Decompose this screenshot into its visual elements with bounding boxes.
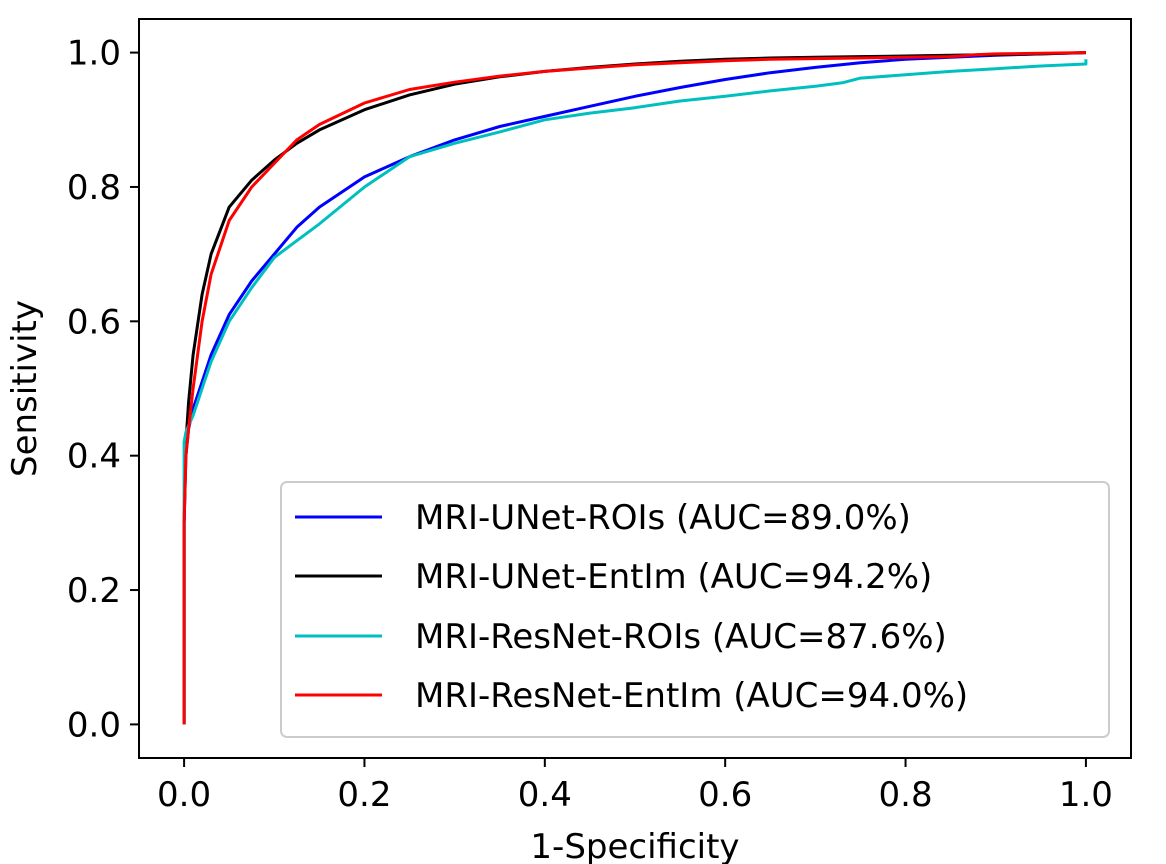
- y-tick-label: 0.4: [67, 437, 121, 477]
- series-line-0: [182, 51, 1086, 725]
- x-tick-label: 0.6: [698, 775, 752, 815]
- y-tick-label: 0.0: [67, 705, 121, 745]
- legend-label-0: MRI-UNet-ROIs (AUC=89.0%): [415, 498, 911, 538]
- x-tick-label: 0.0: [157, 775, 211, 815]
- y-tick-label: 0.2: [67, 571, 121, 611]
- legend-box: [280, 481, 1110, 738]
- legend-label-1: MRI-UNet-EntIm (AUC=94.2%): [415, 557, 932, 597]
- y-axis-ticks: 0.0 0.2 0.4 0.6 0.8 1.0: [67, 34, 139, 745]
- x-axis-label: 1-Specificity: [530, 827, 739, 864]
- x-tick-label: 0.8: [879, 775, 933, 815]
- series-line-2: [182, 59, 1088, 725]
- x-tick-label: 1.0: [1059, 775, 1113, 815]
- legend-label-2: MRI-ResNet-ROIs (AUC=87.6%): [415, 617, 947, 657]
- plot-frame: [138, 18, 1132, 759]
- legend: MRI-UNet-ROIs (AUC=89.0%) MRI-UNet-EntIm …: [280, 481, 1110, 738]
- y-tick-label: 0.6: [67, 302, 121, 342]
- legend-label-3: MRI-ResNet-EntIm (AUC=94.0%): [415, 676, 968, 716]
- x-axis-ticks: 0.0 0.2 0.4 0.6 0.8 1.0: [157, 758, 1113, 815]
- x-tick-label: 0.2: [337, 775, 391, 815]
- series-line-3: [182, 51, 1086, 725]
- y-tick-label: 0.8: [67, 168, 121, 208]
- y-tick-label: 1.0: [67, 34, 121, 74]
- x-tick-label: 0.4: [518, 775, 572, 815]
- roc-curves: [182, 51, 1088, 725]
- y-axis-label: Sensitivity: [5, 300, 45, 477]
